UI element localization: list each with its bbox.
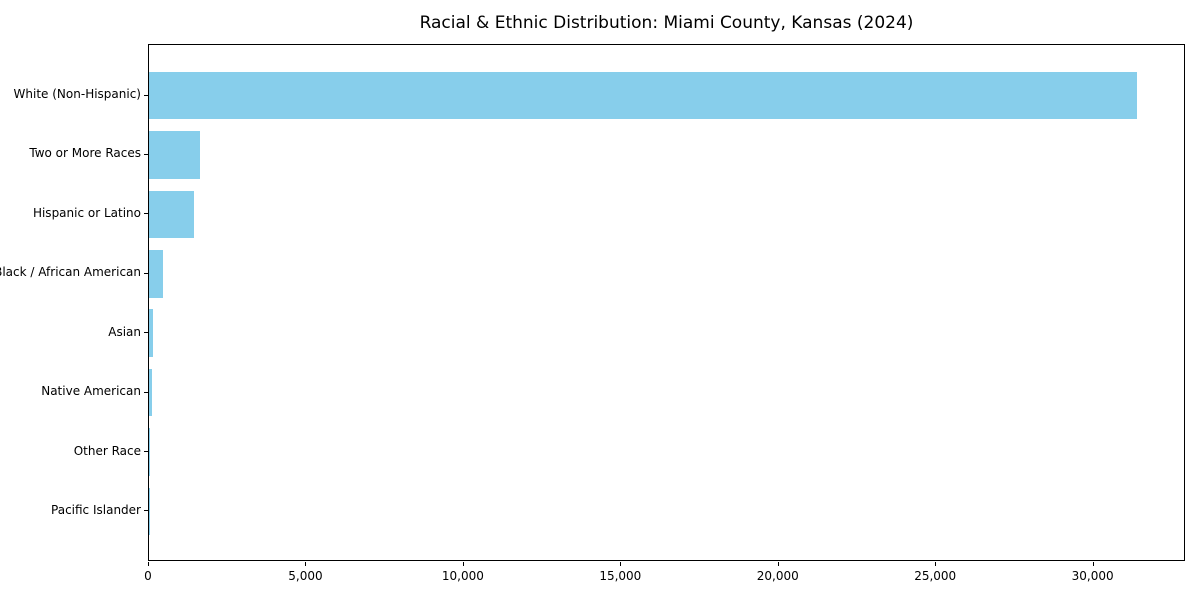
y-axis-tick [144,94,148,96]
x-axis-tick [462,562,464,566]
y-tick-label: Other Race [73,443,141,458]
y-tick-label: Hispanic or Latino [32,205,141,220]
x-tick-label: 30,000 [1071,569,1114,583]
y-axis-tick [144,272,148,274]
x-axis-tick [935,562,937,566]
chart-bar [149,190,195,239]
y-tick-label: Pacific Islander [51,502,141,517]
x-axis-tick [148,562,149,566]
chart-bar [149,131,200,179]
x-tick-label: 0 [144,569,152,583]
x-tick-label: 5,000 [288,569,323,583]
y-tick-label: Two or More Races [29,146,141,161]
y-axis-tick [144,153,148,155]
x-tick-label: 10,000 [441,569,484,583]
x-tick-label: 20,000 [756,569,799,583]
plot-area [148,44,1185,561]
y-axis-tick [144,451,148,453]
chart-bar [149,250,163,298]
x-axis-tick [777,562,779,566]
chart-bar [149,71,1137,120]
x-tick-label: 15,000 [599,569,642,583]
x-axis-tick [620,562,622,566]
y-tick-label: Native American [41,384,141,399]
chart-bar [149,309,154,357]
y-axis-tick [144,213,148,215]
y-tick-label: Asian [108,324,141,339]
x-tick-label: 25,000 [914,569,957,583]
x-axis-tick [305,562,307,566]
chart-bar [149,428,151,476]
chart-bar [149,368,153,417]
y-tick-label: Black / African American [0,265,141,280]
y-tick-label: White (Non-Hispanic) [13,87,141,101]
y-axis-tick [144,391,148,393]
chart-title: Racial & Ethnic Distribution: Miami Coun… [419,13,914,33]
y-axis-tick [144,510,148,512]
x-axis-tick [1092,562,1094,566]
y-axis-tick [144,332,148,334]
